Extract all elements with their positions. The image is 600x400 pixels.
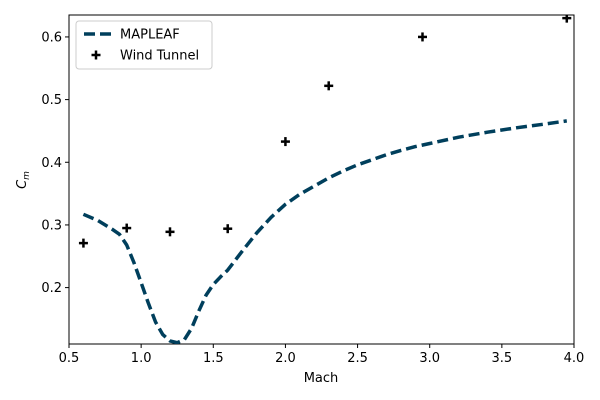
data-point-wind-tunnel <box>223 224 233 234</box>
data-point-wind-tunnel <box>418 32 427 42</box>
x-tick-label: 3.5 <box>492 351 513 366</box>
x-tick-label: 3.0 <box>419 351 440 366</box>
legend-entry-mapleaf: MAPLEAF <box>84 28 180 43</box>
data-point-wind-tunnel <box>280 137 290 147</box>
plot-area <box>68 14 575 345</box>
data-point-wind-tunnel <box>122 223 132 233</box>
data-point-wind-tunnel <box>78 238 88 248</box>
y-axis-label-main: C <box>15 179 30 189</box>
x-tick-label: 1.0 <box>131 351 152 366</box>
data-point-wind-tunnel <box>324 81 334 91</box>
legend-label-wind-tunnel: Wind Tunnel <box>120 49 199 64</box>
y-tick-label: 0.3 <box>41 218 62 233</box>
legend: MAPLEAF Wind Tunnel <box>75 20 213 70</box>
data-point-wind-tunnel <box>165 227 175 237</box>
y-axis-label: Cm <box>15 171 32 189</box>
x-tick-label: 2.5 <box>347 351 368 366</box>
axes-layer: 0.5 1.0 1.5 2.0 2.5 3.0 3.5 4.0 0.2 0.3 0.4 0.5 0.6 <box>41 30 584 366</box>
series-line-mapleaf <box>82 119 568 344</box>
series-layer <box>78 15 572 344</box>
x-axis-label: Mach <box>304 371 339 386</box>
axes-frame <box>68 14 575 345</box>
y-tick-label: 0.5 <box>41 93 62 108</box>
x-tick-label: 1.5 <box>203 351 224 366</box>
y-tick-label: 0.2 <box>41 281 62 296</box>
legend-entry-wind-tunnel: Wind Tunnel <box>91 49 199 64</box>
x-tick-label: 4.0 <box>564 351 585 366</box>
y-tick-label: 0.4 <box>41 156 62 171</box>
legend-label-mapleaf: MAPLEAF <box>120 28 180 43</box>
y-axis-label-sub: m <box>22 171 32 180</box>
x-tick-label: 0.5 <box>59 351 80 366</box>
y-tick-label: 0.6 <box>41 30 62 45</box>
x-tick-label: 2.0 <box>275 351 296 366</box>
data-point-wind-tunnel <box>562 15 572 23</box>
